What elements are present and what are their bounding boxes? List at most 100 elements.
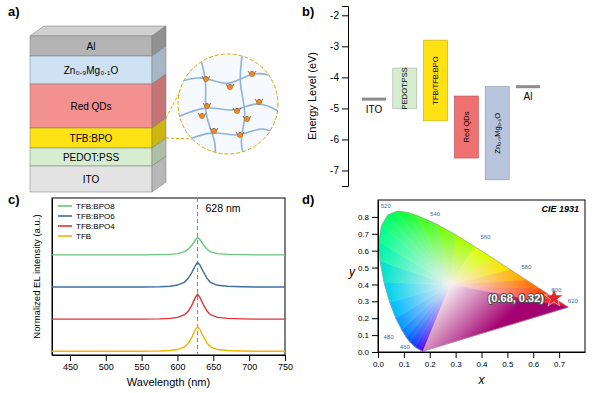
tick-mark bbox=[372, 284, 378, 285]
tick-label: -2 bbox=[330, 10, 339, 21]
tick: -7 bbox=[330, 165, 348, 176]
tick: 0.7 bbox=[554, 352, 566, 369]
layer-side bbox=[152, 156, 166, 192]
layer-label: Zn₀.₉Mg₀.₁O bbox=[64, 65, 119, 76]
layer-front bbox=[30, 128, 152, 148]
x-axis-title: x bbox=[478, 373, 486, 387]
tick-mark bbox=[177, 355, 178, 361]
tick-mark bbox=[342, 46, 348, 47]
tick-mark bbox=[372, 301, 378, 302]
tick: 600 bbox=[170, 355, 185, 372]
legend-label: TFB bbox=[76, 232, 91, 241]
reference-line bbox=[197, 198, 198, 355]
tick: -2 bbox=[330, 10, 348, 21]
tick-mark bbox=[430, 352, 431, 358]
crosslink-node bbox=[244, 116, 249, 121]
tick-label: 0.2 bbox=[425, 360, 437, 369]
tick: 700 bbox=[242, 355, 257, 372]
tick: -3 bbox=[330, 41, 348, 52]
axis-line bbox=[52, 199, 53, 356]
wavelength-label: 600 bbox=[551, 287, 562, 293]
tick-label: 0.7 bbox=[554, 360, 566, 369]
tick-mark bbox=[213, 355, 214, 361]
y-axis-title: y bbox=[348, 265, 356, 279]
wavelength-label: 560 bbox=[480, 234, 491, 240]
tick-label: 0.4 bbox=[358, 281, 370, 290]
crosslink-node bbox=[203, 76, 208, 81]
tick-label: 0.7 bbox=[358, 230, 370, 239]
tick-mark bbox=[372, 335, 378, 336]
tick-mark bbox=[404, 352, 405, 358]
tick-mark bbox=[285, 355, 286, 361]
tick-label: 0.8 bbox=[358, 213, 370, 222]
panel-label: b) bbox=[302, 4, 314, 19]
layer: Red QDs bbox=[30, 74, 166, 128]
energy-band bbox=[393, 68, 417, 108]
plot-area bbox=[52, 198, 285, 355]
crosslink-node bbox=[249, 71, 254, 76]
gamut-segment bbox=[384, 282, 450, 302]
y-axis-title: Normalized EL intensity (a.u.) bbox=[31, 214, 42, 338]
axis-line bbox=[53, 355, 286, 356]
polymer-network bbox=[173, 49, 283, 164]
tick: 500 bbox=[99, 355, 114, 372]
tick-mark bbox=[342, 15, 348, 16]
tick-mark bbox=[372, 268, 378, 269]
tick-mark bbox=[456, 352, 457, 358]
tick-mark bbox=[106, 355, 107, 361]
tick-mark bbox=[342, 77, 348, 78]
crosslink-node bbox=[256, 99, 261, 104]
category-label: ITO bbox=[366, 104, 383, 115]
crosslink-node bbox=[234, 108, 239, 113]
tick: 750 bbox=[278, 355, 293, 372]
tick-label: 0.4 bbox=[476, 360, 488, 369]
tick-mark bbox=[533, 352, 534, 358]
tick-label: -3 bbox=[330, 41, 339, 52]
polymer-chain bbox=[173, 74, 283, 84]
legend-label: TFB:BPO6 bbox=[76, 212, 115, 221]
crosslink-node bbox=[237, 132, 242, 137]
layer-front bbox=[30, 84, 152, 128]
tick-mark bbox=[372, 318, 378, 319]
crosslink-node bbox=[211, 128, 216, 133]
zoom-line bbox=[166, 138, 192, 139]
tick-label: 500 bbox=[99, 362, 114, 372]
polymer-chain bbox=[173, 104, 283, 119]
layer-label: Red QDs bbox=[70, 101, 111, 112]
category-label: Zn₀.₉Mg₀.₁O bbox=[493, 113, 502, 154]
cie-chart: d)0.00.10.20.30.40.50.60.70.00.10.20.30.… bbox=[302, 192, 586, 387]
spectrum-line bbox=[52, 327, 285, 352]
tick-label: 0.5 bbox=[502, 360, 514, 369]
gamut-segment bbox=[388, 211, 450, 285]
layer-label: Al bbox=[87, 41, 96, 52]
wavelength-label: 460 bbox=[400, 344, 411, 350]
energy-band bbox=[454, 96, 478, 158]
category-label: TFB/TFB:BPO bbox=[431, 56, 440, 105]
panel-label: c) bbox=[8, 192, 20, 207]
layer: PEDOT:PSS bbox=[30, 138, 166, 166]
legend-label: TFB:BPO8 bbox=[76, 202, 115, 211]
tick-label: 0.1 bbox=[399, 360, 411, 369]
layer-label: TFB:BPO bbox=[70, 133, 113, 144]
axis-line bbox=[342, 7, 349, 187]
tick-label: 0.0 bbox=[373, 360, 385, 369]
legend: TFB:BPO8TFB:BPO6TFB:BPO4TFB bbox=[58, 202, 115, 241]
x-axis: 0.00.10.20.30.40.50.60.7 bbox=[373, 352, 586, 369]
tick: 0.0 bbox=[358, 348, 378, 357]
tick: 0.4 bbox=[476, 352, 488, 369]
tick: 0.1 bbox=[399, 352, 411, 369]
legend-swatch bbox=[58, 215, 72, 217]
spectrum-line bbox=[52, 262, 285, 287]
tick-label: 700 bbox=[242, 362, 257, 372]
crosslink-node bbox=[199, 113, 204, 118]
tick-label: -5 bbox=[330, 103, 339, 114]
tick-mark bbox=[507, 352, 508, 358]
tick-label: 600 bbox=[170, 362, 185, 372]
chart-title: CIE 1931 bbox=[541, 204, 579, 214]
panel-label: d) bbox=[302, 192, 314, 207]
tick-label: 450 bbox=[63, 362, 78, 372]
tick-mark bbox=[372, 234, 378, 235]
legend-swatch bbox=[58, 225, 72, 227]
tick-mark bbox=[559, 352, 560, 358]
el-spectra-chart: c)450500550600650700750Wavelength (nm)No… bbox=[8, 192, 293, 388]
